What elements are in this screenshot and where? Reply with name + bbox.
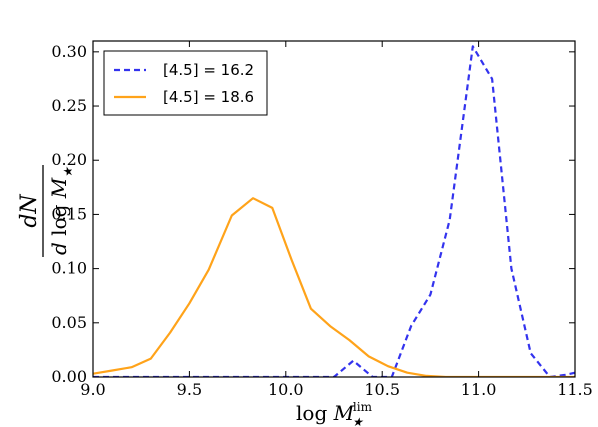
legend-box [103,50,268,116]
y-axis-title: dN d log M★ [17,165,75,257]
x-axis-title: log M★lim [296,400,373,427]
ticks-layer: 9.0 9.5 10.0 10.5 11.0 11.5 0.00 0.05 0.10 0.15 0.… [51,41,593,399]
x-tick-label: 11.5 [557,380,593,399]
x-tick-label: 10.0 [268,380,304,399]
svg-text:dN: dN [17,194,42,228]
y-tick-label: 0.00 [51,367,87,386]
x-tick-label: 11.0 [461,380,497,399]
series-line-2 [93,197,575,377]
plot-frame [92,40,576,378]
legend-label-series-1: [4.5] = 16.2 [163,61,254,79]
x-tick-label: 10.5 [364,380,400,399]
y-tick-label: 0.15 [51,204,87,223]
y-tick-label: 0.25 [51,96,87,115]
legend-label-series-2: [4.5] = 18.6 [163,88,254,106]
svg-text:d log M★: d log M★ [47,166,75,255]
y-tick-label: 0.30 [51,42,87,61]
y-tick-label: 0.10 [51,259,87,278]
y-tick-label: 0.20 [51,150,87,169]
legend: [4.5] = 16.2 [4.5] = 18.6 [103,50,268,116]
series-layer [93,45,575,377]
y-tick-label: 0.05 [51,313,87,332]
x-tick-label: 9.0 [80,380,105,399]
x-tick-label: 9.5 [177,380,202,399]
